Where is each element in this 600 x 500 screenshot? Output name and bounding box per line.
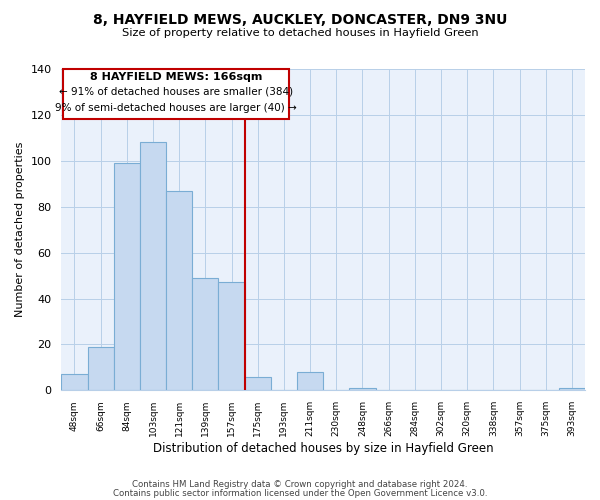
Text: 8, HAYFIELD MEWS, AUCKLEY, DONCASTER, DN9 3NU: 8, HAYFIELD MEWS, AUCKLEY, DONCASTER, DN… [93,12,507,26]
Bar [245,376,271,390]
Text: Size of property relative to detached houses in Hayfield Green: Size of property relative to detached ho… [122,28,478,38]
Text: 9% of semi-detached houses are larger (40) →: 9% of semi-detached houses are larger (4… [55,103,297,113]
Bar [193,278,218,390]
X-axis label: Distribution of detached houses by size in Hayfield Green: Distribution of detached houses by size … [153,442,494,455]
Bar [114,163,140,390]
Text: ← 91% of detached houses are smaller (384): ← 91% of detached houses are smaller (38… [59,87,293,97]
Y-axis label: Number of detached properties: Number of detached properties [15,142,25,318]
FancyBboxPatch shape [63,69,289,119]
Text: Contains public sector information licensed under the Open Government Licence v3: Contains public sector information licen… [113,488,487,498]
Text: Contains HM Land Registry data © Crown copyright and database right 2024.: Contains HM Land Registry data © Crown c… [132,480,468,489]
Bar [218,282,245,391]
Bar [559,388,585,390]
Bar [140,142,166,390]
Bar [88,346,114,391]
Bar [166,190,193,390]
Text: 8 HAYFIELD MEWS: 166sqm: 8 HAYFIELD MEWS: 166sqm [90,72,262,82]
Bar [297,372,323,390]
Bar [349,388,376,390]
Bar [61,374,88,390]
